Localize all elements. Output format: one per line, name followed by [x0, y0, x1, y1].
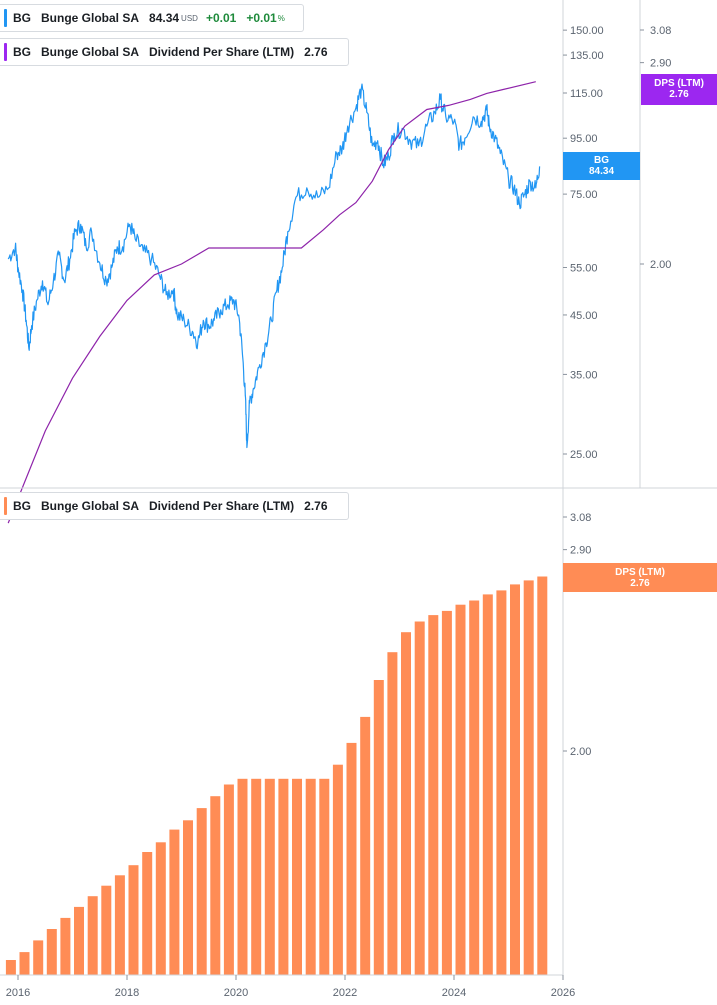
- bar-axis-tick-label: 3.08: [570, 512, 591, 524]
- dps-bar: [428, 615, 439, 975]
- dps-tick-label: 2.00: [650, 259, 671, 271]
- dps-bar: [210, 796, 221, 975]
- price-pane: [7, 81, 541, 524]
- legend-change-pct: +0.01: [246, 11, 277, 25]
- legend-dps-line[interactable]: BG Bunge Global SA Dividend Per Share (L…: [0, 38, 349, 66]
- legend-company: Bunge Global SA: [41, 499, 140, 513]
- dps-bar: [401, 632, 411, 975]
- series-color-marker: [4, 43, 7, 61]
- dps-bar: [441, 610, 452, 975]
- series-color-marker: [4, 9, 7, 27]
- dps-bar: [142, 852, 153, 975]
- price-tick-label: 135.00: [570, 50, 604, 62]
- dps-bar: [414, 621, 425, 975]
- dps-bar: [523, 580, 534, 975]
- legend-value: 2.76: [304, 499, 328, 513]
- dps-bar-pane: [5, 576, 548, 975]
- dps-bar: [264, 778, 275, 975]
- dps-bar: [101, 885, 112, 975]
- dps-bar: [292, 778, 302, 975]
- dps-bar: [537, 576, 548, 975]
- dps-bar: [19, 952, 30, 975]
- dps-bar: [360, 716, 371, 975]
- legend-price: 84.34: [149, 11, 180, 25]
- dps-bar: [237, 778, 248, 975]
- dps-bar: [74, 906, 84, 975]
- time-tick-label: 2022: [333, 987, 357, 999]
- time-tick-label: 2020: [224, 987, 248, 999]
- dps-tag-label: DPS (LTM): [654, 78, 704, 89]
- price-tick-label: 45.00: [570, 310, 598, 322]
- price-tick-label: 55.00: [570, 262, 598, 274]
- bar-tag-label: DPS (LTM): [615, 567, 665, 578]
- dps-tag-value: 2.76: [669, 89, 689, 100]
- dps-bar: [87, 896, 98, 975]
- dps-bar: [496, 590, 507, 975]
- legend-company: Bunge Global SA: [41, 11, 140, 25]
- price-last-value-tag: BG 84.34: [563, 152, 640, 180]
- dps-bar: [60, 917, 71, 975]
- bar-tag-value: 2.76: [630, 578, 650, 589]
- dps-bar: [183, 820, 193, 975]
- dps-last-value-tag: DPS (LTM) 2.76: [641, 74, 717, 105]
- bar-axis-tick-label: 2.90: [570, 545, 591, 557]
- dps-tick-label: 2.90: [650, 58, 671, 70]
- legend-dps-bars[interactable]: BG Bunge Global SA Dividend Per Share (L…: [0, 492, 349, 520]
- price-series-line: [7, 83, 541, 449]
- dps-bar: [251, 778, 262, 975]
- dps-series-line: [7, 81, 536, 524]
- dps-bar: [114, 875, 125, 975]
- legend-value: 2.76: [304, 45, 328, 59]
- legend-ticker: BG: [13, 11, 31, 25]
- dps-bar: [46, 929, 57, 975]
- price-tick-label: 150.00: [570, 25, 604, 37]
- dps-bar: [319, 778, 330, 975]
- dps-bar: [332, 764, 343, 975]
- time-tick-label: 2026: [551, 987, 575, 999]
- price-tick-label: 115.00: [570, 88, 603, 100]
- dps-bar: [387, 652, 398, 975]
- dps-bar: [305, 778, 316, 975]
- legend-metric: Dividend Per Share (LTM): [149, 499, 295, 513]
- dps-bar: [223, 784, 234, 975]
- dps-bar: [5, 960, 16, 975]
- price-tick-label: 75.00: [570, 189, 598, 201]
- dps-bar: [455, 604, 466, 975]
- time-tick-label: 2018: [115, 987, 139, 999]
- bar-last-value-tag: DPS (LTM) 2.76: [563, 563, 717, 592]
- dps-bar: [196, 808, 207, 975]
- legend-price[interactable]: BG Bunge Global SA 84.34 USD +0.01 +0.01…: [0, 4, 304, 32]
- dps-bar: [278, 778, 289, 975]
- dps-bar: [33, 940, 44, 975]
- dps-bar: [169, 829, 180, 975]
- dps-bar: [510, 584, 520, 975]
- legend-pct-sign: %: [277, 13, 285, 23]
- legend-ticker: BG: [13, 45, 31, 59]
- time-tick-label: 2016: [6, 987, 30, 999]
- price-tag-ticker: BG: [594, 155, 609, 166]
- price-tick-label: 35.00: [570, 369, 598, 381]
- dps-bar: [346, 742, 357, 975]
- dps-bar: [469, 600, 480, 975]
- series-color-marker: [4, 497, 7, 515]
- legend-company: Bunge Global SA: [41, 45, 140, 59]
- legend-change: +0.01: [205, 11, 237, 25]
- dps-bar: [128, 865, 139, 975]
- dps-bar: [155, 842, 166, 975]
- price-tick-label: 95.00: [570, 133, 598, 145]
- dps-bar: [482, 594, 493, 975]
- bar-axis-tick-label: 2.00: [570, 746, 591, 758]
- legend-ticker: BG: [13, 499, 31, 513]
- price-tag-value: 84.34: [588, 166, 615, 177]
- legend-currency: USD: [181, 13, 198, 23]
- dps-tick-label: 3.08: [650, 25, 671, 37]
- price-tick-label: 25.00: [570, 449, 598, 461]
- dps-bar: [373, 680, 384, 975]
- legend-metric: Dividend Per Share (LTM): [149, 45, 295, 59]
- time-tick-label: 2024: [442, 987, 466, 999]
